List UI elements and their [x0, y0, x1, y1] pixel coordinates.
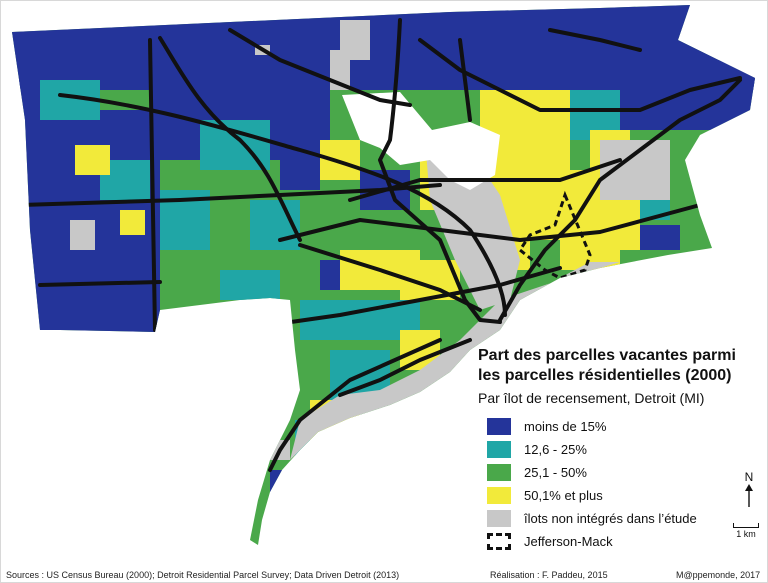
legend-swatch-class-3 — [487, 463, 511, 481]
legend-swatch-class-2 — [487, 440, 511, 458]
legend-label: îlots non intégrés dans l’étude — [524, 510, 697, 526]
scale-label: 1 km — [736, 529, 756, 539]
legend-subtitle: Par îlot de recensement, Detroit (MI) — [478, 390, 705, 406]
legend-label: 25,1 - 50% — [524, 464, 587, 480]
legend-item-class-1: moins de 15% — [487, 416, 606, 436]
legend-swatch-class-1 — [487, 417, 511, 435]
legend-item-class-2: 12,6 - 25% — [487, 439, 587, 459]
jefferson-mack-outline — [517, 190, 592, 280]
north-letter: N — [744, 470, 754, 484]
legend-title-line1: Part des parcelles vacantes parmi — [478, 347, 736, 364]
legend-label: Jefferson-Mack — [524, 533, 613, 549]
footer-sources: Sources : US Census Bureau (2000); Detro… — [6, 570, 400, 580]
legend-swatch-class-4 — [487, 486, 511, 504]
legend-item-jefferson-mack: Jefferson-Mack — [487, 531, 613, 551]
road-network — [18, 18, 742, 472]
legend-label: 50,1% et plus — [524, 487, 603, 503]
north-arrow: N — [740, 471, 758, 514]
footer-realisation: Réalisation : F. Paddeu, 2015 — [490, 570, 608, 580]
footer-credit: M@ppemonde, 2017 — [676, 570, 761, 580]
legend-item-class-4: 50,1% et plus — [487, 485, 603, 505]
legend-item-class-3: 25,1 - 50% — [487, 462, 587, 482]
legend-label: moins de 15% — [524, 418, 607, 434]
scale-bar: 1 km — [733, 523, 759, 539]
north-arrow-icon — [745, 484, 753, 507]
legend-item-excluded: îlots non intégrés dans l’étude — [487, 508, 697, 528]
legend-title-line2: les parcelles résidentielles (2000) — [478, 367, 732, 384]
legend-title: Part des parcelles vacantes parmi les pa… — [478, 346, 758, 386]
scale-bar-line — [733, 523, 759, 528]
enclaves — [342, 92, 500, 190]
legend-swatch-dashed — [487, 532, 511, 550]
legend-swatch-excluded — [487, 509, 511, 527]
legend-label: 12,6 - 25% — [524, 441, 587, 457]
